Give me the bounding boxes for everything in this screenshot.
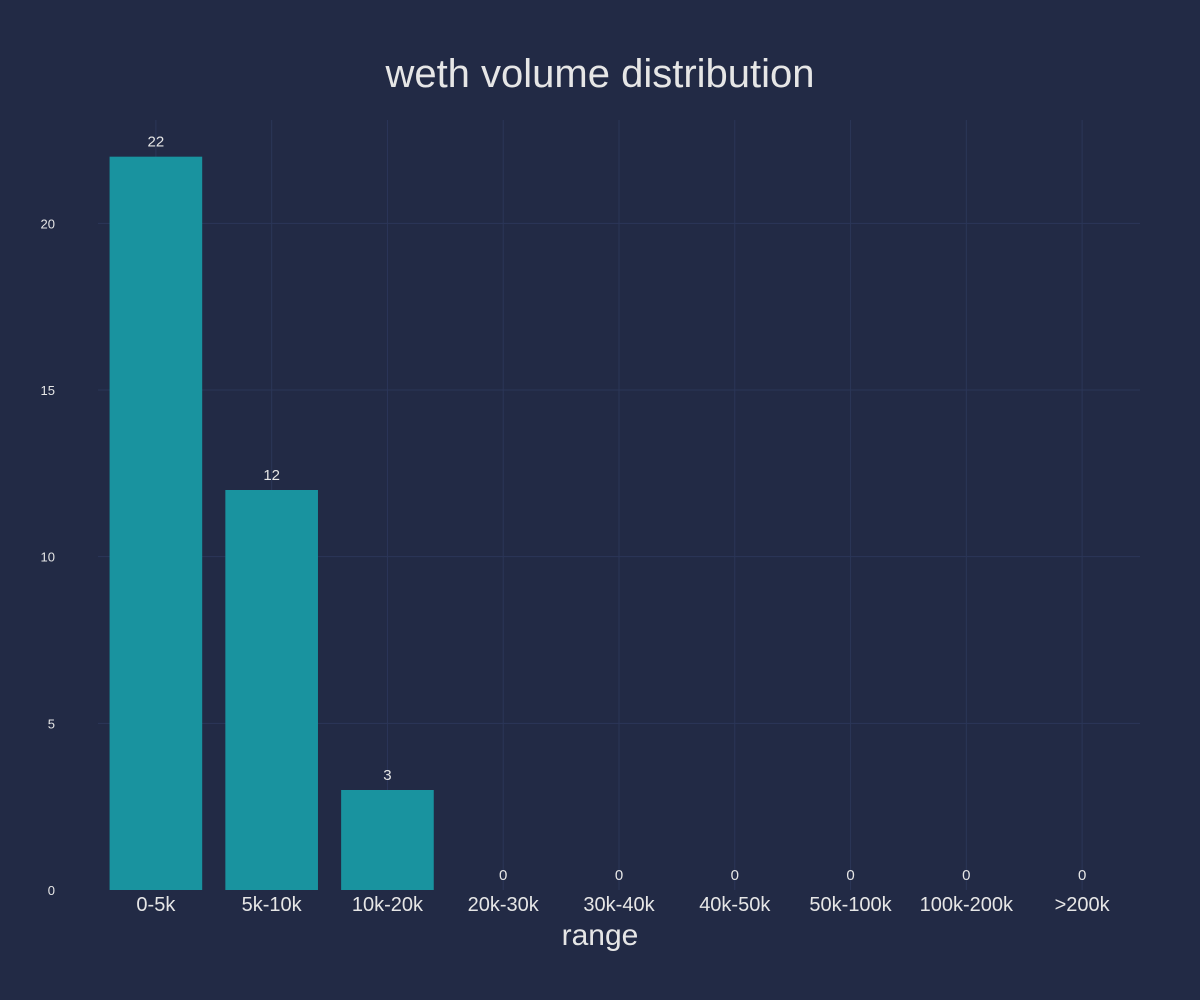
- data-label: 0: [615, 867, 623, 884]
- x-tick-label: 100k-200k: [920, 894, 1014, 916]
- data-label: 0: [1078, 867, 1086, 884]
- x-axis-ticks: 0-5k 5k-10k 10k-20k 20k-30k 30k-40k 40k-50k 50…: [136, 894, 1110, 916]
- y-tick-label: 0: [48, 883, 55, 898]
- x-tick-label: 5k-10k: [242, 894, 303, 916]
- chart-title: weth volume distribution: [384, 52, 814, 96]
- x-tick-label: >200k: [1055, 894, 1111, 916]
- y-tick-label: 15: [41, 383, 55, 398]
- y-axis-ticks: 0 5 10 15 20: [41, 216, 55, 898]
- y-tick-label: 20: [41, 216, 55, 231]
- data-label: 12: [263, 467, 280, 484]
- data-label: 0: [499, 867, 507, 884]
- y-tick-label: 5: [48, 716, 55, 731]
- bar-5k-10k[interactable]: [225, 490, 318, 890]
- data-label: 0: [731, 867, 739, 884]
- x-tick-label: 50k-100k: [809, 894, 892, 916]
- data-label: 0: [846, 867, 854, 884]
- labels-layer: 22 12 3 0 0 0 0 0 0: [148, 134, 1087, 884]
- x-tick-label: 0-5k: [136, 894, 176, 916]
- bar-0-5k[interactable]: [109, 156, 203, 890]
- x-axis-title: range: [562, 919, 639, 952]
- x-tick-label: 20k-30k: [468, 894, 540, 916]
- data-label: 22: [148, 134, 165, 151]
- data-label: 3: [383, 767, 391, 784]
- x-tick-label: 10k-20k: [352, 894, 424, 916]
- y-tick-label: 10: [41, 550, 55, 565]
- grid-layer: [98, 120, 1140, 890]
- x-tick-label: 40k-50k: [699, 894, 771, 916]
- x-tick-label: 30k-40k: [583, 894, 655, 916]
- bar-10k-20k[interactable]: [341, 790, 434, 890]
- bars-layer: [109, 156, 434, 890]
- data-label: 0: [962, 867, 970, 884]
